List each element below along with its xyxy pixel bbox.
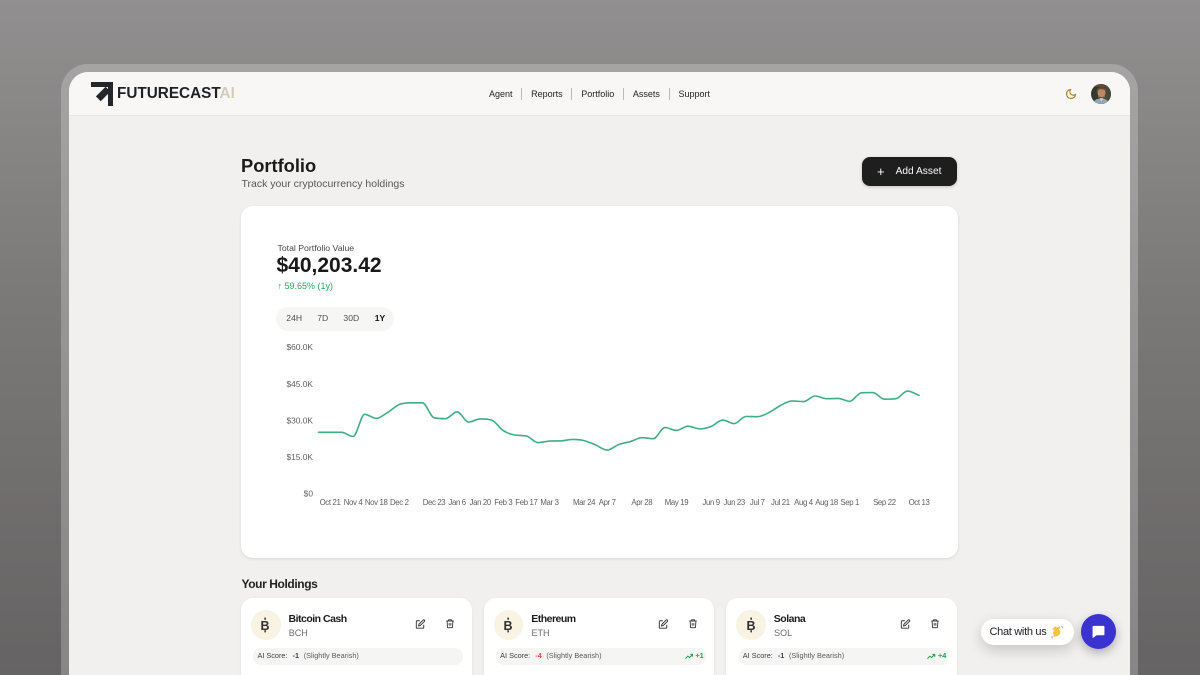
svg-text:Aug 4: Aug 4 — [794, 498, 814, 507]
svg-text:Mar 24: Mar 24 — [573, 498, 596, 507]
svg-text:Dec 2: Dec 2 — [390, 498, 409, 507]
svg-text:Feb 17: Feb 17 — [515, 498, 537, 507]
svg-text:$30.0K: $30.0K — [286, 416, 313, 426]
svg-text:B: B — [504, 619, 513, 633]
svg-text:Jun 23: Jun 23 — [724, 498, 745, 507]
svg-text:Oct 21: Oct 21 — [320, 498, 341, 507]
svg-text:Nov 4: Nov 4 — [344, 498, 364, 507]
svg-text:B: B — [261, 619, 270, 633]
svg-text:$15.0K: $15.0K — [286, 452, 313, 462]
svg-text:May 19: May 19 — [665, 498, 688, 507]
svg-text:Feb 3: Feb 3 — [494, 498, 512, 507]
svg-text:B: B — [746, 619, 755, 633]
svg-text:$60.0K: $60.0K — [286, 342, 313, 352]
svg-text:Jul 7: Jul 7 — [750, 498, 765, 507]
svg-text:$45.0K: $45.0K — [286, 379, 313, 389]
svg-text:Jan 6: Jan 6 — [448, 498, 465, 507]
svg-text:Nov 18: Nov 18 — [365, 498, 388, 507]
svg-text:Aug 18: Aug 18 — [815, 498, 838, 507]
svg-text:Sep 22: Sep 22 — [873, 498, 896, 507]
svg-text:Sep 1: Sep 1 — [840, 498, 859, 507]
svg-text:Apr 28: Apr 28 — [631, 498, 652, 507]
svg-text:Oct 13: Oct 13 — [909, 498, 930, 507]
svg-text:Apr 7: Apr 7 — [599, 498, 616, 507]
svg-text:Dec 23: Dec 23 — [423, 498, 446, 507]
svg-text:$0: $0 — [304, 489, 314, 499]
svg-text:Jan 20: Jan 20 — [470, 498, 492, 507]
svg-text:Jun 9: Jun 9 — [702, 498, 719, 507]
svg-text:Jul 21: Jul 21 — [771, 498, 790, 507]
svg-text:Mar 3: Mar 3 — [540, 498, 558, 507]
